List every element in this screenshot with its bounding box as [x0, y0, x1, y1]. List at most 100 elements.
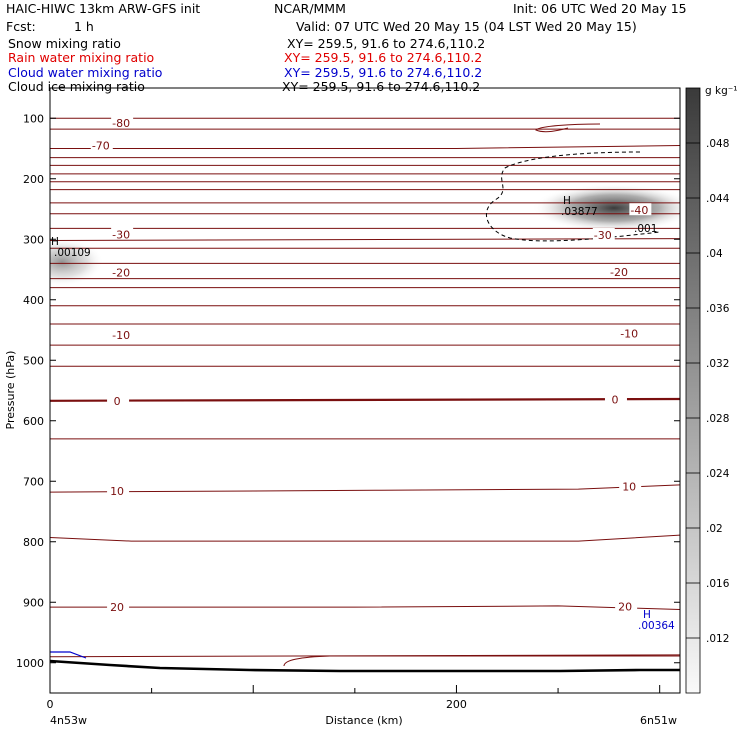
contour-label-bg [615, 599, 638, 612]
upper-small-contour [535, 123, 601, 133]
field-cloudwater-name: Cloud water mixing ratio [8, 65, 163, 80]
max-symbol-ice: H [563, 195, 571, 207]
y-tick-label: 100 [23, 112, 44, 125]
y-tick-label: 400 [23, 294, 44, 307]
contour-label-bg [111, 327, 134, 340]
y-tick-label: 300 [23, 233, 44, 246]
max-value-snow: .00109 [54, 247, 91, 259]
isotherm-line [50, 605, 680, 610]
fcst-value: 1 h [74, 19, 94, 34]
y-tick-label: 800 [23, 536, 44, 549]
y-axis-title: Pressure (hPa) [4, 351, 17, 430]
contour-label: 0 [611, 394, 618, 407]
init-time: Init: 06 UTC Wed 20 May 15 [513, 1, 687, 16]
max-symbol-snow: H [51, 236, 59, 248]
field-snow-name: Snow mixing ratio [8, 36, 121, 51]
y-tick-label: 200 [23, 173, 44, 186]
terrain-line [49, 659, 680, 673]
x-axis-title: Distance (km) [325, 714, 402, 727]
colorbar-tick-label: .024 [706, 468, 730, 480]
contour-label: -20 [112, 267, 130, 280]
x-tick-label: 0 [47, 698, 54, 711]
contour-label-bg [619, 479, 642, 492]
contour-label: -30 [594, 229, 612, 242]
maxima-markers: H .00109 H .03877 H .00364 [51, 195, 675, 632]
y-tick-label: 1000 [16, 657, 44, 670]
x-axis: 0 200 [47, 685, 661, 711]
contour-label-bg [107, 600, 130, 613]
contour-label-bg [111, 265, 134, 278]
colorbar-tick-label: .012 [706, 633, 729, 645]
contour-label: -80 [112, 117, 130, 130]
colorbar-tick-label: .044 [706, 193, 730, 205]
ice-max-shading [532, 184, 680, 232]
colorbar-tick-label: .048 [706, 138, 729, 150]
contour-label: -40 [630, 204, 648, 217]
field-rain-name: Rain water mixing ratio [8, 50, 155, 65]
snow-max-shading [50, 238, 104, 286]
colorbar-tick-label: .02 [706, 523, 723, 535]
fcst-label: Fcst: [6, 19, 36, 34]
colorbar-tick-label: .036 [706, 303, 730, 315]
right-endpoint: 6n51w [640, 714, 677, 727]
max-value-cloudwater: .00364 [638, 620, 675, 632]
contour-label-bg [604, 392, 627, 405]
contour-labels: -80-70 -40 -30 -30 -20 -20 -10 -10 0 0 10 10 20 20 [90, 116, 652, 614]
plot-frame [49, 87, 681, 694]
contour-label: 0 [114, 395, 121, 408]
field-cloudice-name: Cloud ice mixing ratio [8, 79, 145, 94]
contour-label-bg [111, 116, 134, 129]
contour-label: 20 [110, 601, 124, 614]
isotherm-line [50, 484, 680, 493]
near-surface-contour [283, 655, 680, 667]
contour-label: 20 [618, 600, 632, 613]
colorbar-tick-label: .032 [706, 358, 729, 370]
org-title: NCAR/MMM [274, 1, 346, 16]
temperature-contours [50, 117, 680, 658]
colorbar-unit: g kg⁻¹ [705, 85, 738, 97]
isotherm-line [50, 145, 680, 149]
field-cloudwater-xy: XY= 259.5, 91.6 to 274.6,110.2 [284, 65, 483, 80]
model-title: HAIC-HIWC 13km ARW-GFS init [6, 1, 201, 16]
contour-label: -10 [112, 329, 130, 342]
contour-label-bg [107, 483, 130, 496]
contour-label-bg [90, 138, 113, 151]
contour-label-bg [111, 227, 134, 240]
cloud-water-contour [50, 651, 87, 659]
colorbar-tick-label: .016 [706, 578, 730, 590]
ice-shading [50, 184, 680, 286]
x-tick-label: 200 [446, 698, 467, 711]
contour-label-bg [107, 393, 130, 406]
left-endpoint: 4n53w [50, 714, 87, 727]
colorbar-ramp [685, 87, 701, 694]
colorbar-tick-label: .04 [706, 248, 723, 260]
isotherm-line [50, 397, 680, 402]
contour-label-bg [592, 228, 615, 241]
colorbar: .012 .016 .02 .024 .028 .032 .036 .04 .044 .048 g… [685, 85, 738, 694]
contour-label: -10 [620, 328, 638, 341]
contour-label-bg [629, 203, 652, 216]
isotherm-line [50, 238, 680, 241]
y-tick-label: 500 [23, 354, 44, 367]
y-tick-label: 900 [23, 596, 44, 609]
field-rain-xy: XY= 259.5, 91.6 to 274.6,110.2 [284, 50, 483, 65]
max-symbol-cloudwater: H [643, 609, 651, 621]
valid-time: Valid: 07 UTC Wed 20 May 15 (04 LST Wed … [296, 19, 637, 34]
y-tick-label: 700 [23, 475, 44, 488]
contour-label: -30 [112, 228, 130, 241]
colorbar-tick-label: .028 [706, 413, 729, 425]
contour-label: 10 [622, 481, 636, 494]
y-tick-label: 600 [23, 415, 44, 428]
contour-label-001: .001 [634, 223, 657, 235]
contour-label-bg [619, 326, 642, 339]
mixing-ratio-dashed-contour [485, 151, 661, 242]
max-value-ice: .03877 [561, 206, 598, 218]
contour-label: 10 [110, 485, 124, 498]
contour-label-bg [609, 264, 632, 277]
isotherm-line [50, 534, 680, 542]
field-cloudice-xy: XY= 259.5, 91.6 to 274.6,110.2 [282, 79, 481, 94]
field-snow-xy: XY= 259.5, 91.6 to 274.6,110.2 [287, 36, 486, 51]
contour-label: -20 [610, 266, 628, 279]
